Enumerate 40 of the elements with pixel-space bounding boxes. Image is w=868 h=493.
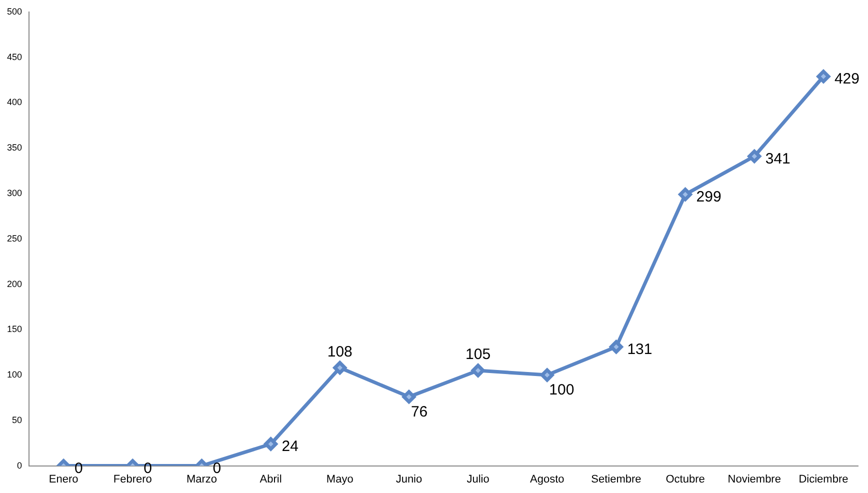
x-tick-label: Enero (48, 473, 78, 486)
point (402, 390, 416, 404)
data-label: 341 (765, 150, 790, 168)
x-tick-label: Febrero (113, 473, 152, 486)
data-label: 100 (549, 382, 574, 399)
data-label: 108 (327, 343, 352, 360)
data-label: 24 (282, 438, 298, 456)
x-tick-label: Noviembre (728, 473, 781, 486)
point (816, 70, 830, 84)
point (748, 150, 762, 164)
data-label: 429 (834, 70, 860, 88)
y-tick-label: 100 (6, 370, 22, 380)
x-tick-label: Mayo (326, 473, 354, 486)
point (471, 364, 485, 378)
y-tick-label: 400 (6, 97, 22, 108)
point (678, 188, 692, 202)
y-tick-label: 350 (6, 142, 22, 153)
data-label: 299 (696, 188, 722, 206)
point (333, 361, 347, 375)
data-label: 131 (627, 341, 652, 358)
data-label: 105 (466, 346, 491, 364)
x-tick-label: Julio (466, 473, 490, 486)
point (264, 437, 278, 451)
y-tick-label: 50 (12, 414, 22, 425)
x-tick-label: Abril (260, 473, 282, 486)
x-tick-label: Junio (396, 473, 422, 486)
x-tick-label: Setiembre (591, 473, 642, 486)
y-tick-label: 500 (6, 6, 22, 16)
y-tick-label: 300 (6, 188, 22, 198)
x-tick-label: Agosto (530, 473, 564, 486)
y-tick-label: 250 (6, 233, 22, 244)
x-tick-label: Diciembre (798, 473, 848, 486)
data-label: 76 (410, 403, 428, 420)
y-tick-label: 450 (6, 52, 22, 62)
y-tick-label: 200 (6, 278, 22, 289)
point (609, 340, 623, 354)
point (540, 368, 554, 382)
x-tick-label: Octubre (666, 473, 705, 486)
y-tick-label: 0 (17, 460, 22, 470)
y-tick-label: 150 (6, 324, 22, 334)
